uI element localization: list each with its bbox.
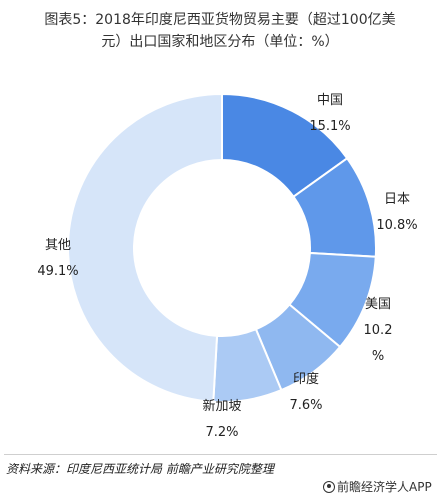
chart-title-line-1: 图表5：2018年印度尼西亚货物贸易主要（超过100亿美: [44, 12, 396, 28]
slice-value-label-2: 10.2: [364, 323, 393, 338]
footer-divider: [4, 454, 437, 455]
slice-category-label-2: 美国: [365, 297, 391, 312]
chart-title: 图表5：2018年印度尼西亚货物贸易主要（超过100亿美 元）出口国家和地区分布…: [4, 9, 436, 53]
brand-badge: 前瞻经济学人APP: [323, 478, 438, 495]
chart-title-line-2: 元）出口国家和地区分布（单位：%）: [101, 34, 339, 50]
slice-labels: 中国 15.1% 日本 10.8% 美国 10.2% 印度 7.6% 新加坡 7.2% 其他 49.1…: [37, 93, 417, 440]
slice-category-label-0: 中国: [317, 93, 343, 108]
brand-logo-icon: [323, 481, 335, 493]
slice-value-suffix-2: %: [372, 349, 384, 364]
slice-category-label-4: 新加坡: [202, 398, 241, 414]
donut-slice-5: [67, 92, 223, 403]
slice-category-label-1: 日本: [384, 192, 410, 207]
brand-name: 前瞻经济学人APP: [337, 480, 432, 494]
slice-value-label-0: 15.1%: [309, 119, 350, 134]
donut-slices: [67, 92, 377, 403]
slice-value-label-4: 7.2%: [205, 425, 238, 440]
slice-value-label-5: 49.1%: [37, 264, 78, 279]
slice-value-label-3: 7.6%: [289, 398, 322, 413]
source-note: 资料来源：印度尼西亚统计局 前瞻产业研究院整理: [6, 462, 274, 476]
slice-value-label-1: 10.8%: [376, 218, 417, 233]
slice-category-label-5: 其他: [45, 238, 71, 253]
slice-category-label-3: 印度: [293, 371, 319, 387]
